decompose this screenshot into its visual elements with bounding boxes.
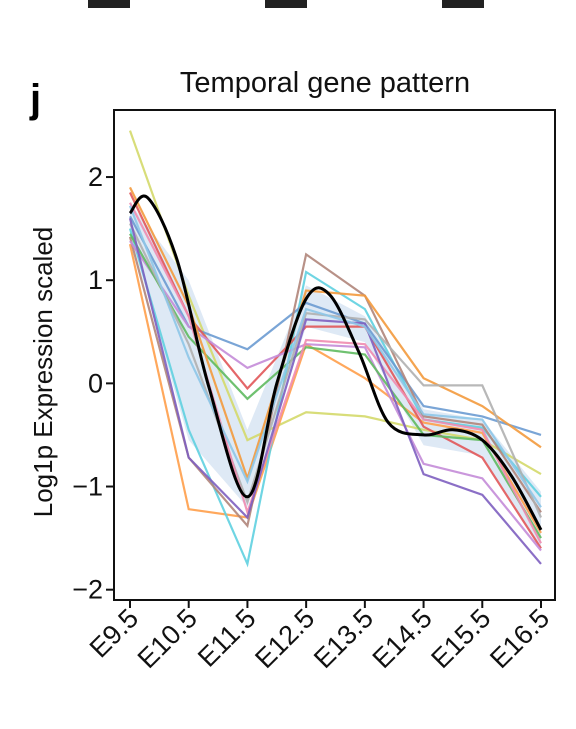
x-tick-label: E15.5 xyxy=(425,603,496,674)
plot-frame xyxy=(113,109,556,601)
confidence-band xyxy=(130,202,541,549)
gene-series-line-3 xyxy=(128,228,542,568)
cropped-fragment-3 xyxy=(442,0,484,8)
gene-series-line-2 xyxy=(128,243,542,534)
y-axis-ticks: −2 −1 0 1 2 xyxy=(72,162,114,605)
gene-series-line-12 xyxy=(128,218,542,565)
y-tick-label: −2 xyxy=(72,575,103,605)
x-tick-label: E11.5 xyxy=(192,603,262,673)
x-tick-label: E16.5 xyxy=(484,603,555,674)
chart-title: Temporal gene pattern xyxy=(180,67,470,99)
plot-area xyxy=(128,130,543,568)
y-tick-label: −1 xyxy=(72,472,103,502)
gene-series-line-13 xyxy=(128,205,542,508)
x-tick-label: E14.5 xyxy=(367,603,438,674)
gene-series-line-9 xyxy=(129,186,542,482)
y-axis-label: Log1p Expression scaled xyxy=(28,227,58,518)
cropped-fragment-2 xyxy=(265,0,307,8)
panel-label: j xyxy=(29,77,41,121)
mean-trend-curve xyxy=(128,194,543,531)
x-tick-label: E12.5 xyxy=(249,603,320,674)
gene-series-line-4 xyxy=(129,215,542,436)
x-tick-label: E13.5 xyxy=(308,603,379,674)
y-tick-label: 2 xyxy=(88,162,103,192)
y-tick-label: 1 xyxy=(88,265,103,295)
gene-series-line-10 xyxy=(129,223,543,518)
x-tick-label: E10.5 xyxy=(132,603,203,674)
cropped-top-fragments xyxy=(88,0,484,8)
gene-series-line-6 xyxy=(129,192,542,549)
cropped-fragment-1 xyxy=(88,0,130,8)
y-tick-label: 0 xyxy=(88,368,103,398)
